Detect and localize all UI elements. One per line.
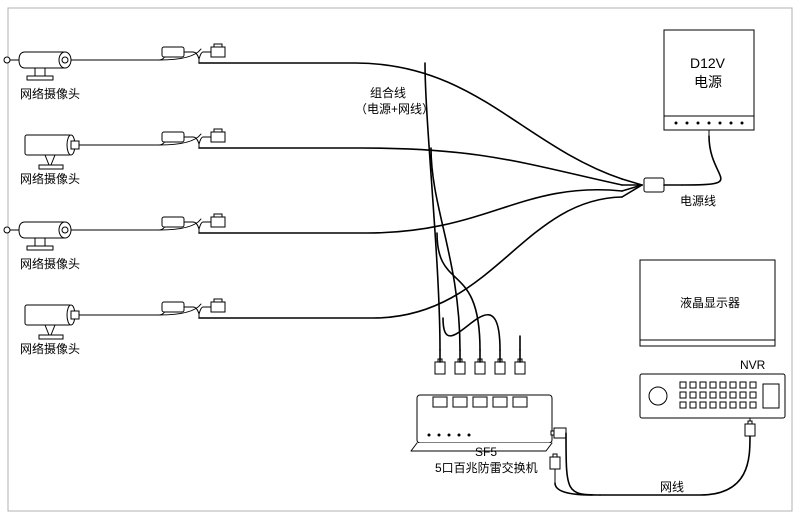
camera4-label: 网络摄像头: [20, 340, 80, 357]
nvr-label: NVR: [740, 358, 765, 372]
camera-1-icon: [4, 52, 85, 80]
camera3-label: 网络摄像头: [20, 255, 80, 272]
camera1-label: 网络摄像头: [20, 85, 80, 102]
switch-label-2: 5口百兆防雷交换机: [435, 459, 538, 476]
power-cable-label: 电源线: [680, 192, 716, 209]
monitor-label: 液晶显示器: [680, 294, 740, 311]
rj45-plug: [550, 454, 560, 483]
psu-label-1: D12V: [690, 55, 725, 71]
psu-label-2: 电源: [694, 72, 722, 92]
rj45-plug: [745, 418, 755, 436]
nvr-icon: [640, 374, 785, 418]
net-cable-label: 网线: [660, 478, 684, 495]
connector-pair: [162, 129, 225, 148]
connector-pair: [162, 44, 225, 63]
camera2-label: 网络摄像头: [20, 170, 80, 187]
camera-2-icon: [25, 135, 91, 169]
camera-4-icon: [25, 305, 91, 339]
combo-cable-label-1: 组合线: [370, 84, 406, 101]
connector-pair: [162, 214, 225, 233]
connector-pair: [162, 299, 225, 318]
rj45-plug: [551, 428, 566, 438]
switch-icon: [411, 395, 552, 451]
camera-3-icon: [4, 222, 85, 250]
combo-cable-label-2: （电源+网线）: [355, 100, 434, 117]
switch-label-1: SF5: [475, 445, 497, 459]
